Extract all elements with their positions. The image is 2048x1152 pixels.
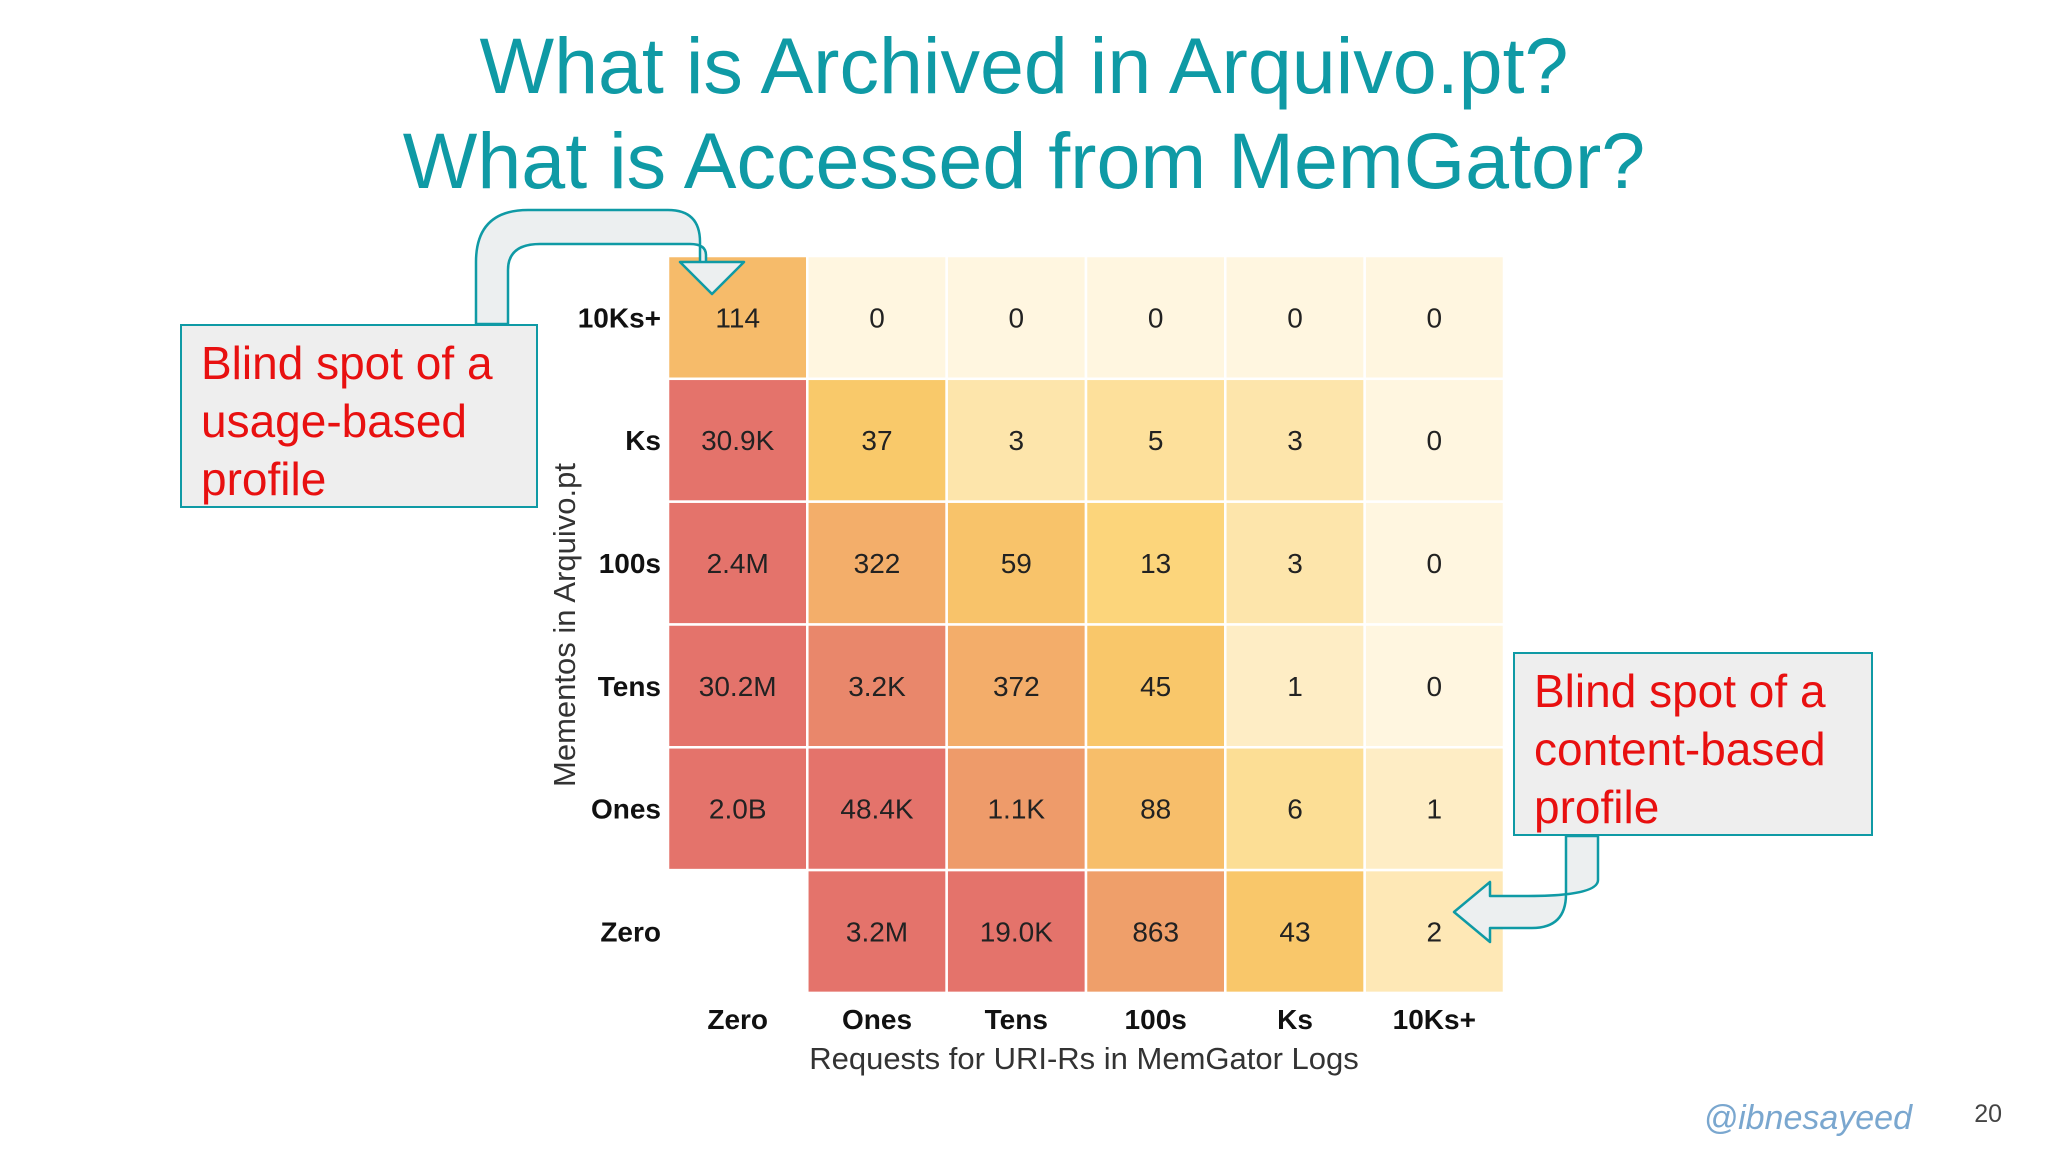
x-tick-label: Ks <box>1277 1004 1313 1035</box>
heatmap-cell <box>668 870 808 993</box>
heatmap-cell-label: 45 <box>1140 671 1171 702</box>
heatmap-cell <box>1363 377 1506 503</box>
heatmap-cell <box>945 623 1088 749</box>
heatmap-cell <box>1363 254 1506 381</box>
heatmap-cell <box>806 500 948 626</box>
heatmap-cell-label: 3.2K <box>848 671 906 702</box>
heatmap-cell-label: 30.9K <box>701 425 774 456</box>
heatmap-cell <box>806 746 948 872</box>
heatmap-cell-label: 5 <box>1148 425 1164 456</box>
heatmap-cell-label: 3 <box>1287 425 1303 456</box>
y-axis-label: Mementos in Arquivo.pt <box>547 463 582 787</box>
heatmap-cell <box>1224 623 1366 749</box>
heatmap-cell <box>666 500 809 626</box>
heatmap-cell-label: 1.1K <box>987 794 1045 825</box>
y-tick-label: Ks <box>625 425 661 456</box>
heatmap-cell <box>945 868 1088 995</box>
callout-usage-line-3: profile <box>201 453 327 505</box>
content-callout-arrow-icon <box>1452 834 1600 944</box>
heatmap-cell-label: 1 <box>1287 671 1303 702</box>
heatmap-cell-label: 0 <box>1009 302 1025 333</box>
heatmap-cell-label: 30.2M <box>699 671 777 702</box>
heatmap-cell-label: 0 <box>1287 302 1303 333</box>
x-axis-label: Requests for URI-Rs in MemGator Logs <box>809 1041 1359 1076</box>
x-tick-label: 10Ks+ <box>1393 1004 1476 1035</box>
y-tick-label: Tens <box>598 671 661 702</box>
heatmap-cell <box>1363 623 1506 749</box>
x-tick-label: Tens <box>985 1004 1048 1035</box>
callout-content-line-3: profile <box>1534 781 1660 833</box>
callout-content-line-2: content-based <box>1534 723 1826 775</box>
heatmap-cell-label: 3 <box>1009 425 1025 456</box>
y-tick-label: Ones <box>591 794 661 825</box>
heatmap-cell-label: 37 <box>861 425 892 456</box>
callout-usage-line-1: Blind spot of a <box>201 337 493 389</box>
y-tick-label: 10Ks+ <box>578 302 661 333</box>
heatmap-cell-label: 2.4M <box>707 548 769 579</box>
heatmap-cell-label: 0 <box>1427 671 1443 702</box>
callout-content-blind-spot: Blind spot of a content-based profile <box>1513 652 1873 836</box>
usage-callout-arrow-icon <box>474 208 746 326</box>
heatmap-cell-label: 3 <box>1287 548 1303 579</box>
heatmap-cell-label: 1 <box>1427 794 1443 825</box>
heatmap-cell <box>1084 254 1227 381</box>
heatmap-cell <box>1084 868 1227 995</box>
page-number: 20 <box>1974 1100 2002 1128</box>
heatmap-cell <box>1084 377 1227 503</box>
heatmap-cell-label: 0 <box>1427 425 1443 456</box>
heatmap-cell <box>1363 500 1506 626</box>
footer-handle: @ibnesayeed <box>1703 1099 1912 1137</box>
heatmap-cell <box>1224 377 1366 503</box>
y-tick-label: 100s <box>599 548 661 579</box>
heatmap-cell-label: 88 <box>1140 794 1171 825</box>
slide-title-line-2: What is Accessed from MemGator? <box>402 116 1646 205</box>
x-tick-label: Ones <box>842 1004 912 1035</box>
heatmap-cell <box>1084 746 1227 872</box>
heatmap-cell-label: 0 <box>869 302 885 333</box>
heatmap-cell <box>945 746 1088 872</box>
x-tick-label: Zero <box>707 1004 768 1035</box>
heatmap-cell <box>806 377 948 503</box>
heatmap-cell <box>1224 500 1366 626</box>
heatmap-cell <box>1224 254 1366 381</box>
x-tick-label: 100s <box>1125 1004 1187 1035</box>
heatmap-cell-label: 43 <box>1279 917 1310 948</box>
heatmap-cell-label: 6 <box>1287 794 1303 825</box>
heatmap-cell-label: 0 <box>1427 302 1443 333</box>
y-tick-label: Zero <box>600 917 661 948</box>
callout-usage-line-2: usage-based <box>201 395 467 447</box>
heatmap-cell-label: 0 <box>1148 302 1164 333</box>
heatmap-cell-label: 372 <box>993 671 1040 702</box>
heatmap-cell-label: 0 <box>1427 548 1443 579</box>
heatmap-cell <box>1363 746 1506 872</box>
heatmap-cell-label: 863 <box>1132 917 1179 948</box>
heatmap-cell-label: 48.4K <box>840 794 913 825</box>
heatmap-cell <box>806 868 948 995</box>
heatmap-cell-label: 3.2M <box>846 917 908 948</box>
heatmap-cell-label: 2 <box>1427 917 1443 948</box>
heatmap-cell-label: 13 <box>1140 548 1171 579</box>
heatmap-cell-label: 19.0K <box>980 917 1053 948</box>
slide-title-line-1: What is Archived in Arquivo.pt? <box>479 21 1569 110</box>
heatmap-cell-label: 59 <box>1001 548 1032 579</box>
heatmap-cell-label: 2.0B <box>709 794 767 825</box>
callout-content-line-1: Blind spot of a <box>1534 665 1826 717</box>
callout-usage-blind-spot: Blind spot of a usage-based profile <box>180 324 538 508</box>
heatmap-cell-label: 322 <box>854 548 901 579</box>
heatmap-cell-label: 114 <box>715 302 760 333</box>
heatmap-cell <box>666 377 809 503</box>
